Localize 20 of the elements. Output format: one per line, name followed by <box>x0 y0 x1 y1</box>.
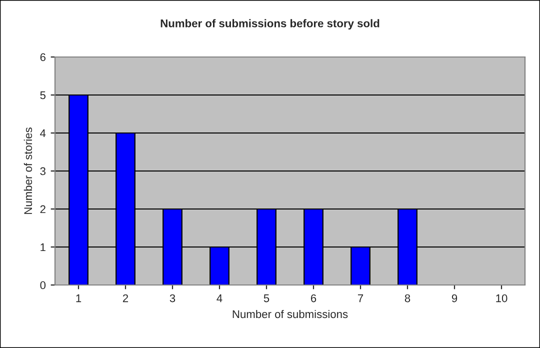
y-tick-label: 4 <box>40 129 46 138</box>
x-tick-label: 9 <box>452 294 458 302</box>
x-axis-title: Number of submissions <box>232 310 348 318</box>
x-tick-label: 8 <box>404 294 410 302</box>
y-tick-label: 0 <box>40 281 46 290</box>
x-tick-label: 1 <box>76 294 82 302</box>
y-tick-label: 3 <box>40 167 46 176</box>
y-tick-label: 6 <box>40 53 46 62</box>
x-tick-label: 2 <box>122 294 128 302</box>
y-tick-label: 5 <box>40 91 46 100</box>
chart-title: Number of submissions before story sold <box>160 19 380 30</box>
x-tick-label: 5 <box>264 294 270 302</box>
x-tick-label: 3 <box>170 294 176 302</box>
x-tick-label: 7 <box>358 294 364 302</box>
y-tick-label: 2 <box>40 205 46 214</box>
x-tick-label: 10 <box>496 294 508 302</box>
x-tick-label: 4 <box>216 294 222 302</box>
x-tick-label: 6 <box>310 294 316 302</box>
y-axis-title: Number of stories <box>24 128 32 214</box>
y-tick-label: 1 <box>40 243 46 252</box>
